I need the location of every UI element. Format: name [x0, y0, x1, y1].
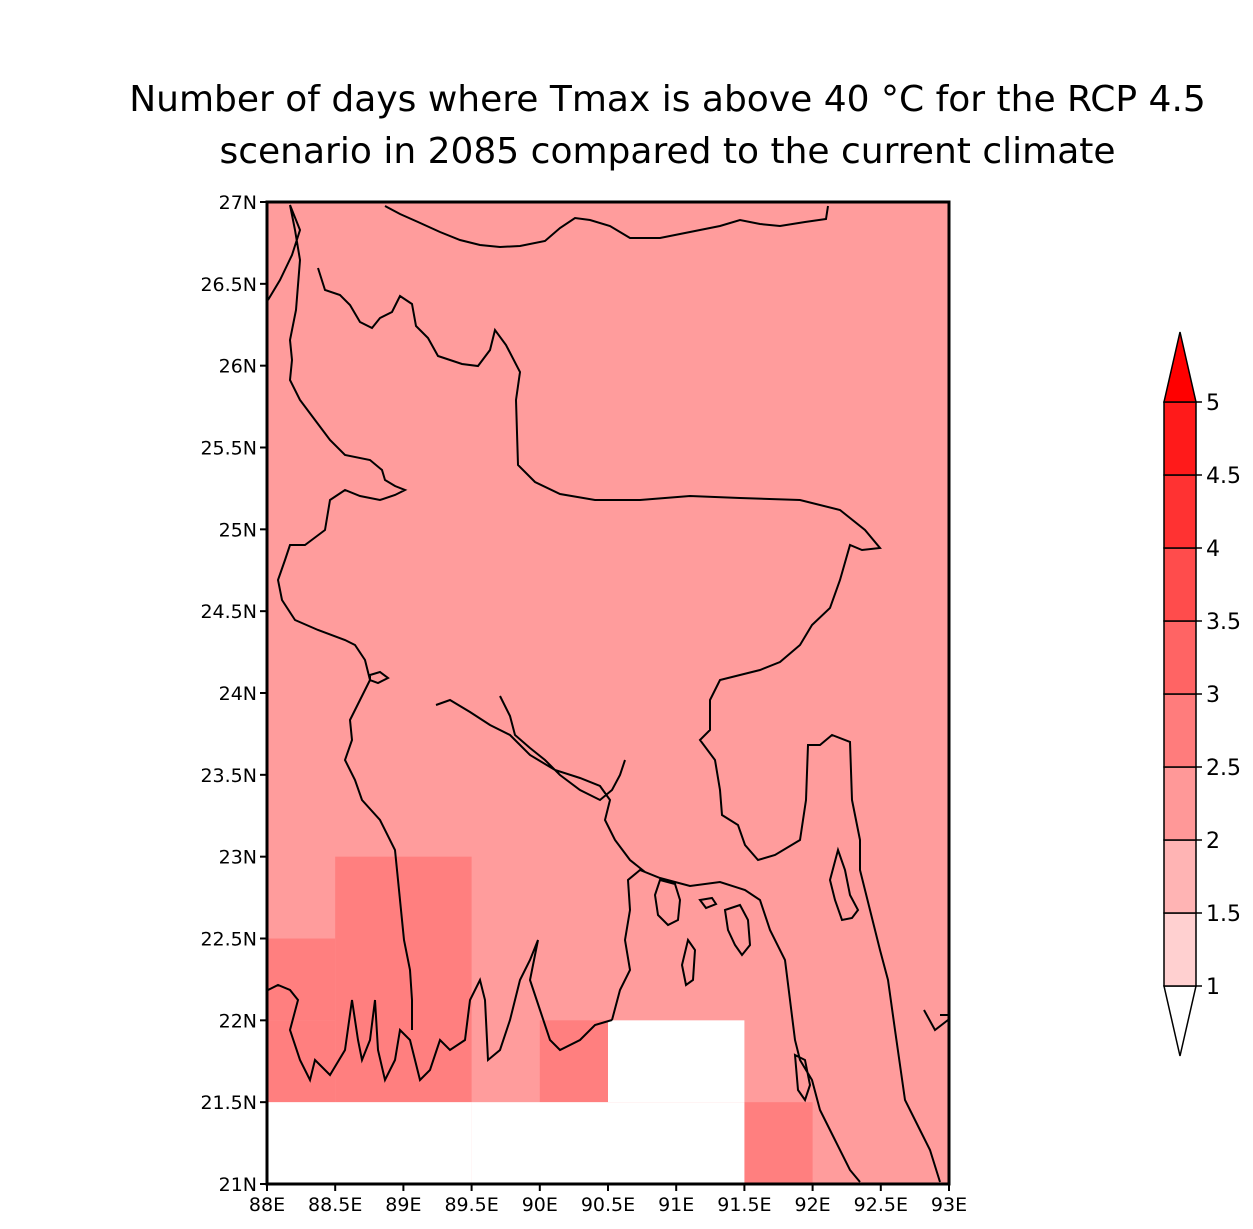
colorbar-label: 1 [1206, 975, 1220, 1000]
y-tick-label: 26.5N [200, 274, 257, 296]
grid-cell-6 [471, 1102, 745, 1184]
colorbar-label: 2.5 [1206, 756, 1241, 781]
chart-title-line-1: Number of days where Tmax is above 40 °C… [129, 79, 1206, 120]
colorbar-segment [1163, 401, 1197, 476]
x-tick-label: 90E [522, 1194, 558, 1216]
x-tick-label: 89E [385, 1194, 421, 1216]
colorbar-label: 4.5 [1206, 464, 1241, 489]
colorbar-segment [1163, 912, 1197, 987]
y-tick-label: 21N [219, 1174, 257, 1196]
grid-cell-0 [267, 938, 336, 1021]
y-tick-label: 24.5N [200, 601, 257, 623]
x-tick-label: 89.5E [444, 1194, 498, 1216]
x-tick-label: 88E [249, 1194, 285, 1216]
x-tick-label: 93E [931, 1194, 967, 1216]
colorbar-segment [1163, 693, 1197, 768]
x-tick-label: 91.5E [717, 1194, 771, 1216]
colorbar-label: 3 [1206, 683, 1220, 708]
colorbar-label: 4 [1206, 537, 1220, 562]
colorbar-segment [1163, 766, 1197, 841]
colorbar-label: 5 [1206, 391, 1220, 416]
y-tick-label: 27N [219, 192, 257, 214]
y-tick-label: 23N [219, 847, 257, 869]
y-tick-label: 25N [219, 519, 257, 541]
y-tick-label: 23.5N [200, 765, 257, 787]
x-tick-label: 92E [795, 1194, 831, 1216]
grid-cell-7 [608, 1020, 745, 1103]
x-tick-label: 91E [658, 1194, 694, 1216]
colorbar-segment [1163, 474, 1197, 549]
grid-cell-5 [267, 1102, 472, 1184]
x-tick-label: 90.5E [581, 1194, 635, 1216]
colorbar-label: 2 [1206, 829, 1220, 854]
country-border [267, 204, 949, 1183]
coastline-layer [267, 204, 949, 1183]
x-tick-label: 92.5E [854, 1194, 908, 1216]
grid-cell-3 [539, 1020, 608, 1103]
y-tick-label: 25.5N [200, 438, 257, 460]
colorbar-label: 1.5 [1206, 902, 1241, 927]
colorbar-label: 3.5 [1206, 610, 1241, 635]
y-tick-label: 22N [219, 1010, 257, 1032]
x-axis: 88E 88.5E 89E 89.5E 90E 90.5E 91E 91.5E 92E 92.5E… [249, 1184, 967, 1216]
colorbar-lower-extension [1163, 985, 1197, 1057]
colorbar-segment [1163, 839, 1197, 914]
colorbar-upper-extension [1163, 331, 1197, 403]
y-tick-label: 22.5N [200, 929, 257, 951]
y-axis: 21N 21.5N 22N 22.5N 23N 23.5N 24N 24.5N 25N 25.5N… [200, 192, 267, 1196]
colorbar: 1 1.5 2 2.5 3 3.5 4 4.5 5 [1163, 331, 1241, 1057]
y-tick-label: 26N [219, 356, 257, 378]
y-tick-label: 24N [219, 683, 257, 705]
chart-title-line-2: scenario in 2085 compared to the current… [219, 131, 1116, 172]
grid-cell-4 [744, 1102, 813, 1184]
x-tick-label: 88.5E [308, 1194, 362, 1216]
colorbar-segment [1163, 547, 1197, 622]
colorbar-segment [1163, 620, 1197, 695]
y-tick-label: 21.5N [200, 1092, 257, 1114]
grid-cell-2 [335, 856, 472, 1103]
grid-cells-layer [267, 202, 949, 1184]
